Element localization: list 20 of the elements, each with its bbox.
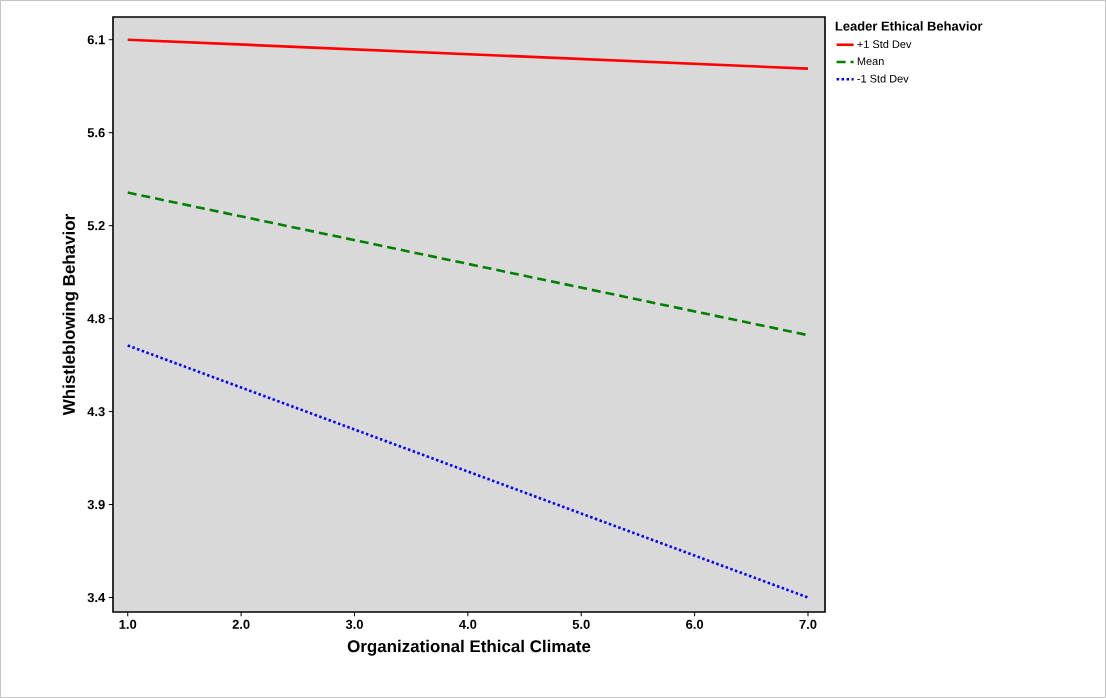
x-tick-label: 1.0 bbox=[119, 619, 137, 629]
y-axis-title: Whistleblowing Behavior bbox=[62, 214, 79, 416]
x-tick-label: 6.0 bbox=[686, 619, 704, 629]
y-tick-label: 4.3 bbox=[87, 407, 105, 417]
legend-label: +1 Std Dev bbox=[857, 40, 912, 49]
y-tick-label: 3.4 bbox=[87, 592, 106, 603]
x-tick-label: 4.0 bbox=[459, 619, 477, 629]
x-tick-label: 7.0 bbox=[799, 619, 817, 629]
y-tick-label: 3.9 bbox=[87, 499, 105, 510]
y-tick-label: 5.6 bbox=[87, 128, 105, 138]
y-tick-label: 6.1 bbox=[87, 35, 105, 45]
x-tick-label: 2.0 bbox=[232, 619, 250, 629]
legend-title: Leader Ethical Behavior bbox=[835, 21, 983, 31]
y-tick-label: 5.2 bbox=[87, 221, 105, 231]
legend-label: -1 Std Dev bbox=[857, 74, 909, 83]
y-tick-label: 4.8 bbox=[87, 314, 105, 324]
x-axis-title: Organizational Ethical Climate bbox=[347, 639, 591, 656]
legend-label: Mean bbox=[857, 57, 884, 66]
x-tick-label: 5.0 bbox=[572, 619, 590, 629]
x-tick-label: 3.0 bbox=[345, 619, 363, 629]
